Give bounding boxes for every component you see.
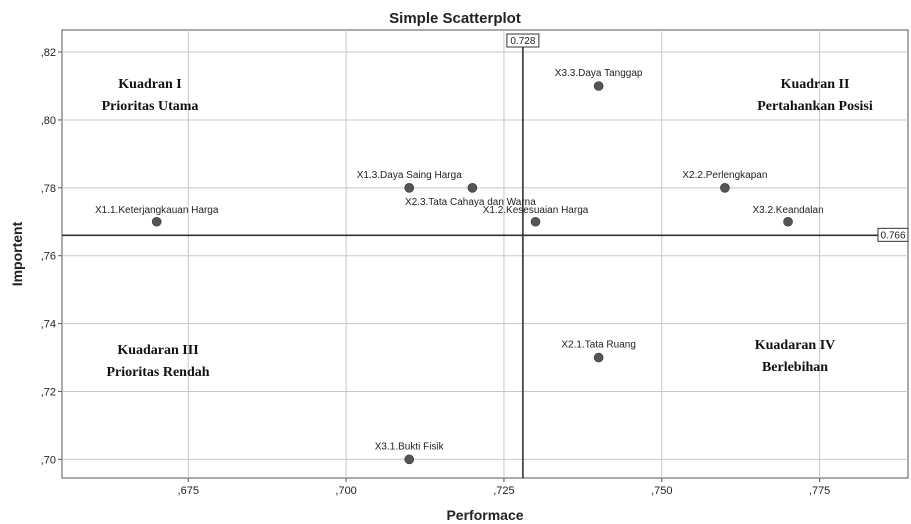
data-point bbox=[593, 352, 604, 363]
data-point-label: X2.3.Tata Cahaya dan Warna bbox=[405, 197, 536, 208]
x-tick-label: ,700 bbox=[335, 485, 356, 497]
quadrant-label: Kuadaran IV bbox=[755, 338, 836, 353]
y-tick-label: ,82 bbox=[41, 47, 56, 59]
quadrant-label: Kuadran II bbox=[781, 77, 850, 92]
x-tick-label: ,675 bbox=[178, 485, 199, 497]
x-reference-label: 0.728 bbox=[510, 36, 535, 47]
data-point-label: X3.1.Bukti Fisik bbox=[375, 441, 445, 452]
data-points: X1.1.Keterjangkauan Harga X1.2.Kesesuaian… bbox=[95, 68, 824, 465]
data-point bbox=[783, 216, 793, 227]
y-tick-label: ,74 bbox=[41, 319, 56, 331]
data-point bbox=[404, 454, 415, 465]
x-tick-label: ,725 bbox=[493, 485, 514, 497]
y-axis-ticks: ,70 ,72 ,74 ,76 ,78 ,80 ,82 bbox=[41, 47, 62, 466]
x-tick-label: ,750 bbox=[651, 485, 672, 497]
data-point-label: X3.3.Daya Tanggap bbox=[555, 68, 643, 79]
data-point bbox=[593, 81, 604, 91]
x-tick-label: ,775 bbox=[809, 485, 830, 497]
data-point bbox=[530, 216, 541, 227]
quadrant-label: Pertahankan Posisi bbox=[757, 99, 873, 114]
y-tick-label: ,72 bbox=[41, 386, 56, 398]
data-point-label: X2.1.Tata Ruang bbox=[561, 340, 636, 351]
quadrant-label: Berlebihan bbox=[762, 360, 828, 375]
y-tick-label: ,78 bbox=[41, 183, 56, 195]
data-point bbox=[404, 183, 415, 193]
x-reference-label-box bbox=[506, 33, 540, 48]
data-point bbox=[720, 183, 730, 193]
data-point-label: X1.1.Keterjangkauan Harga bbox=[95, 205, 219, 216]
reference-lines: 0.728 0.766 bbox=[62, 33, 909, 478]
data-point bbox=[151, 216, 162, 227]
quadrant-label: Kuadran I bbox=[118, 77, 181, 92]
quadrant-label: Prioritas Utama bbox=[102, 99, 199, 114]
y-axis-label: Importent bbox=[9, 221, 25, 286]
chart-title: Simple Scatterplot bbox=[389, 10, 521, 27]
x-axis-label: Performace bbox=[446, 507, 523, 523]
quadrant-label: Kuadaran III bbox=[117, 343, 198, 358]
y-reference-label: 0.766 bbox=[880, 230, 905, 241]
quadrant-labels: Kuadran I Prioritas Utama Kuadran II Pertah… bbox=[102, 77, 873, 380]
data-point-label: X3.2.Keandalan bbox=[752, 205, 823, 216]
y-tick-label: ,76 bbox=[41, 251, 56, 263]
quadrant-label: Prioritas Rendah bbox=[106, 365, 209, 380]
data-point-label: X1.2.Kesesuaian Harga bbox=[483, 205, 589, 216]
data-point-label: X1.3.Daya Saing Harga bbox=[357, 170, 463, 181]
plot-frame bbox=[61, 29, 909, 479]
data-point-label: X2.2.Perlengkapan bbox=[682, 170, 767, 181]
x-axis-ticks: ,675 ,700 ,725 ,750 ,775 bbox=[178, 478, 830, 497]
grid bbox=[62, 30, 908, 478]
data-point bbox=[467, 183, 478, 193]
y-reference-label-box bbox=[877, 227, 909, 242]
y-tick-label: ,80 bbox=[41, 115, 56, 127]
y-tick-label: ,70 bbox=[41, 454, 56, 466]
